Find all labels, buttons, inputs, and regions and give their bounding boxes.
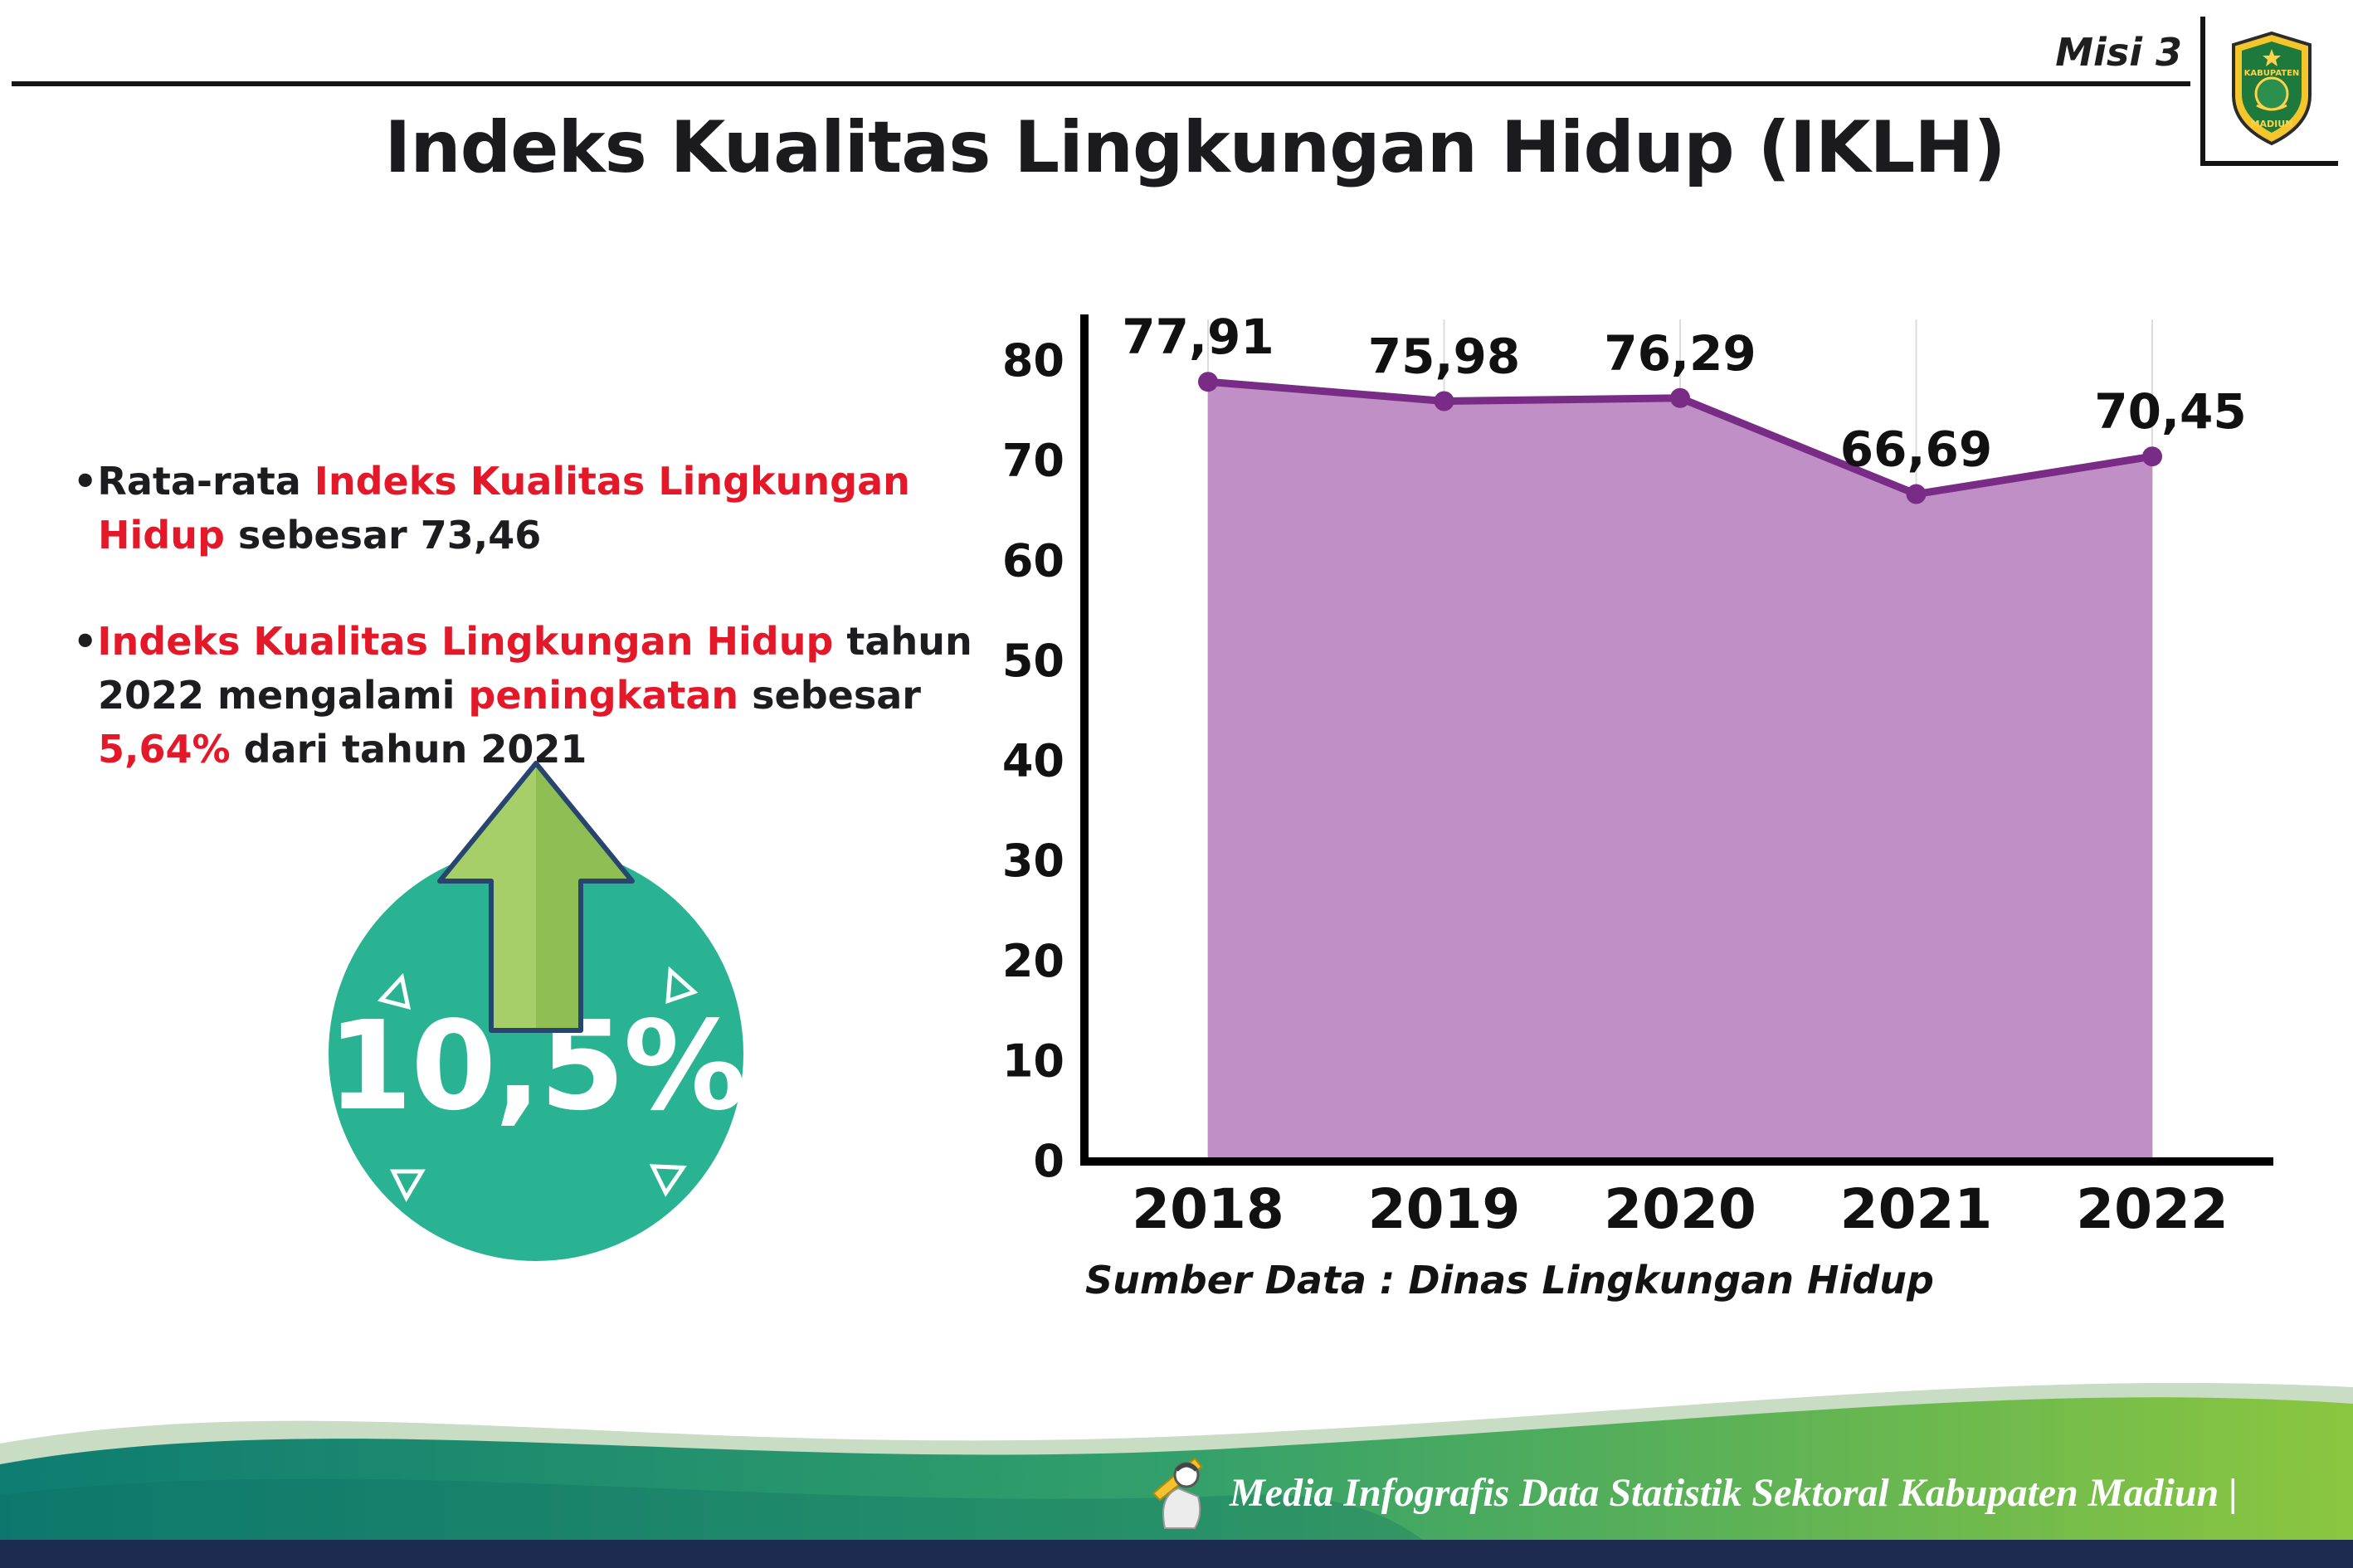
source-label: Sumber Data : Dinas Lingkungan Hidup [1085,1258,1934,1303]
bullet-1-segment: sebesar 73,46 [224,513,542,558]
svg-text:30: 30 [1002,835,1064,887]
svg-text:20: 20 [1002,935,1064,987]
footer-text: Media Infografis Data Statistik Sektoral… [1230,1471,2238,1515]
svg-text:77,91: 77,91 [1122,309,1274,365]
mascot-icon [1152,1457,1203,1529]
svg-text:2018: 2018 [1132,1177,1284,1241]
badge-decor-triangles-icon [377,966,699,1202]
kabupaten-madiun-logo-icon: KABUPATEN MADIUN [2232,31,2312,146]
up-arrow-icon [437,761,635,1033]
svg-text:2020: 2020 [1604,1177,1756,1241]
svg-text:50: 50 [1002,635,1064,687]
logo-text-top: KABUPATEN [2244,69,2300,78]
svg-text:2022: 2022 [2076,1177,2229,1241]
bullet-2-segment: sebesar [738,672,921,718]
bullet-list: •Rata-rata Indeks Kualitas Lingkungan Hi… [73,455,1035,829]
bullet-item-increase: •Indeks Kualitas Lingkungan Hidup tahun … [73,615,1035,777]
svg-text:40: 40 [1002,735,1064,787]
svg-text:70: 70 [1002,435,1064,487]
bullet-2-segment-highlight: peningkatan [468,672,739,718]
bullet-2-segment: tahun 2022 mengalami [98,618,972,718]
bottom-navy-strip [0,1540,2353,1568]
svg-text:75,98: 75,98 [1368,328,1520,384]
svg-text:80: 80 [1002,334,1064,387]
svg-text:76,29: 76,29 [1604,325,1756,382]
iklh-area-chart: 0 10 20 30 40 50 60 70 80 2018 2019 2020 2021 2022 77,… [1002,309,2273,1241]
svg-text:0: 0 [1033,1135,1064,1187]
bullet-2-segment-highlight: Indeks Kualitas Lingkungan Hidup [97,618,834,664]
svg-text:2021: 2021 [1840,1177,1993,1241]
bullet-2-segment: dari tahun 2021 [230,727,587,772]
bullet-item-average: •Rata-rata Indeks Kualitas Lingkungan Hi… [73,455,1035,563]
logo-frame: KABUPATEN MADIUN [2200,17,2338,166]
svg-text:66,69: 66,69 [1840,421,1992,478]
svg-text:70,45: 70,45 [2094,383,2246,440]
page-title: Indeks Kualitas Lingkungan Hidup (IKLH) [384,106,2005,189]
bullet-1-segment: •Rata-rata [73,459,314,504]
bullet-2-segment-highlight: 5,64% [98,727,231,772]
bullet-2-segment: • [73,618,98,664]
bullet-1-segment-highlight: Indeks Kualitas Lingkungan Hidup [98,459,910,558]
logo-text-bottom: MADIUN [2251,119,2293,129]
svg-text:2019: 2019 [1368,1177,1521,1241]
misi-label: Misi 3 [2055,30,2182,75]
iklh-chart-area: 0 10 20 30 40 50 60 70 80 2018 2019 2020 2021 2022 77,… [946,303,2323,1298]
svg-text:60: 60 [1002,534,1064,587]
top-divider [12,81,2190,86]
svg-text:10: 10 [1002,1035,1064,1087]
